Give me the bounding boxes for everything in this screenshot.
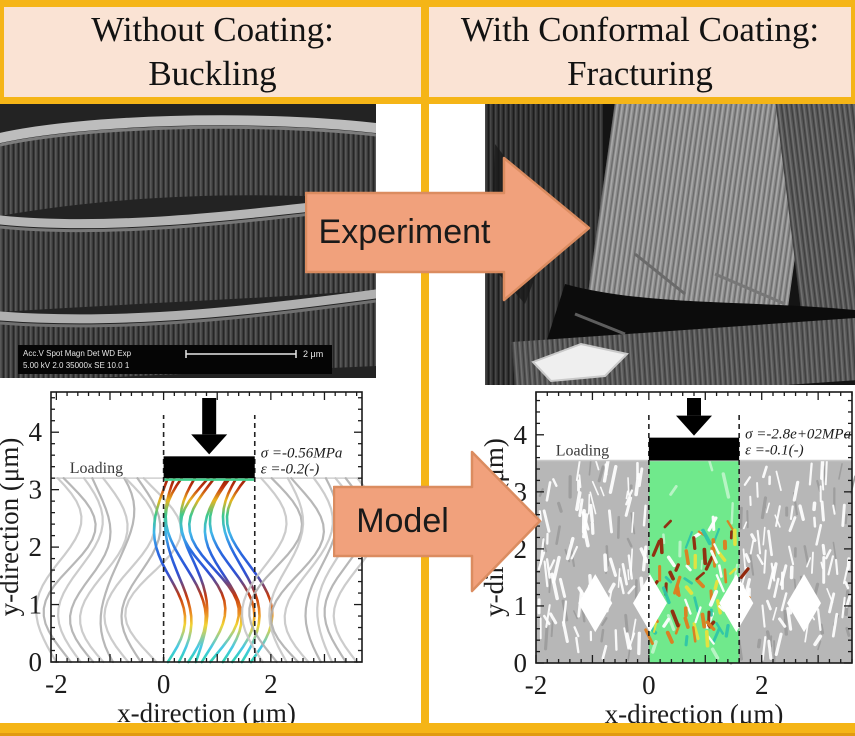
- frame-right-line: [851, 0, 855, 104]
- header-left: Without Coating: Buckling: [4, 7, 421, 97]
- svg-text:ε =-0.2(-): ε =-0.2(-): [261, 461, 320, 477]
- svg-text:2: 2: [264, 669, 278, 699]
- svg-text:-2: -2: [525, 670, 548, 700]
- svg-text:Loading: Loading: [556, 442, 609, 459]
- svg-text:-2: -2: [45, 669, 68, 699]
- indenter-block: [163, 456, 255, 479]
- frame-left-line: [0, 0, 4, 104]
- sem-info-line1: Acc.V Spot Magn Det WD Exp: [23, 349, 132, 358]
- header-left-line1: Without Coating:: [91, 10, 334, 49]
- experiment-arrow-label: Experiment: [318, 213, 491, 251]
- svg-text:Loading: Loading: [70, 460, 123, 477]
- header-right: With Conformal Coating: Fracturing: [429, 7, 851, 97]
- down-arrow-icon: [191, 398, 228, 455]
- frame-top-line: [0, 0, 855, 7]
- model-arrow: Model: [332, 450, 542, 593]
- header-right-line2: Fracturing: [567, 54, 713, 93]
- svg-text:3: 3: [29, 475, 43, 505]
- svg-text:σ =-2.8e+02MPa: σ =-2.8e+02MPa: [745, 427, 851, 443]
- down-arrow-icon: [676, 398, 712, 436]
- sem-info-bar: Acc.V Spot Magn Det WD Exp 5.00 kV 2.0 3…: [18, 345, 332, 374]
- svg-text:4: 4: [29, 417, 43, 447]
- svg-text:1: 1: [29, 590, 43, 620]
- indenter-block: [648, 437, 740, 461]
- svg-text:1: 1: [514, 591, 528, 621]
- frame-center-divider: [421, 0, 429, 736]
- sem-image-fracturing: [485, 104, 855, 385]
- sem-scale-label: 2 μm: [303, 349, 323, 359]
- frame-bottom-edge: [0, 733, 855, 736]
- model-arrow-label: Model: [356, 502, 449, 540]
- header-right-line1: With Conformal Coating:: [460, 10, 820, 49]
- svg-text:0: 0: [29, 647, 43, 677]
- experiment-arrow: Experiment: [304, 155, 591, 303]
- right-arrow-icon: [332, 450, 542, 593]
- svg-text:y-direction (μm): y-direction (μm): [0, 438, 24, 617]
- frame-header-bottom-line: [0, 97, 855, 104]
- svg-text:2: 2: [755, 670, 769, 700]
- svg-text:0: 0: [514, 648, 528, 678]
- svg-text:2: 2: [29, 532, 43, 562]
- sem-info-line2: 5.00 kV 2.0 35000x SE 10.0 1: [23, 361, 130, 370]
- fracture-field: [536, 458, 855, 665]
- svg-text:σ =-0.56MPa: σ =-0.56MPa: [261, 445, 343, 461]
- svg-text:ε =-0.1(-): ε =-0.1(-): [745, 443, 804, 459]
- svg-text:0: 0: [642, 670, 656, 700]
- header-left-line2: Buckling: [148, 54, 277, 93]
- frame-bottom-line: [0, 723, 855, 736]
- svg-text:4: 4: [514, 420, 528, 450]
- svg-text:0: 0: [157, 669, 171, 699]
- right-arrow-icon: [304, 156, 591, 302]
- sem-scale-bar: [185, 350, 297, 358]
